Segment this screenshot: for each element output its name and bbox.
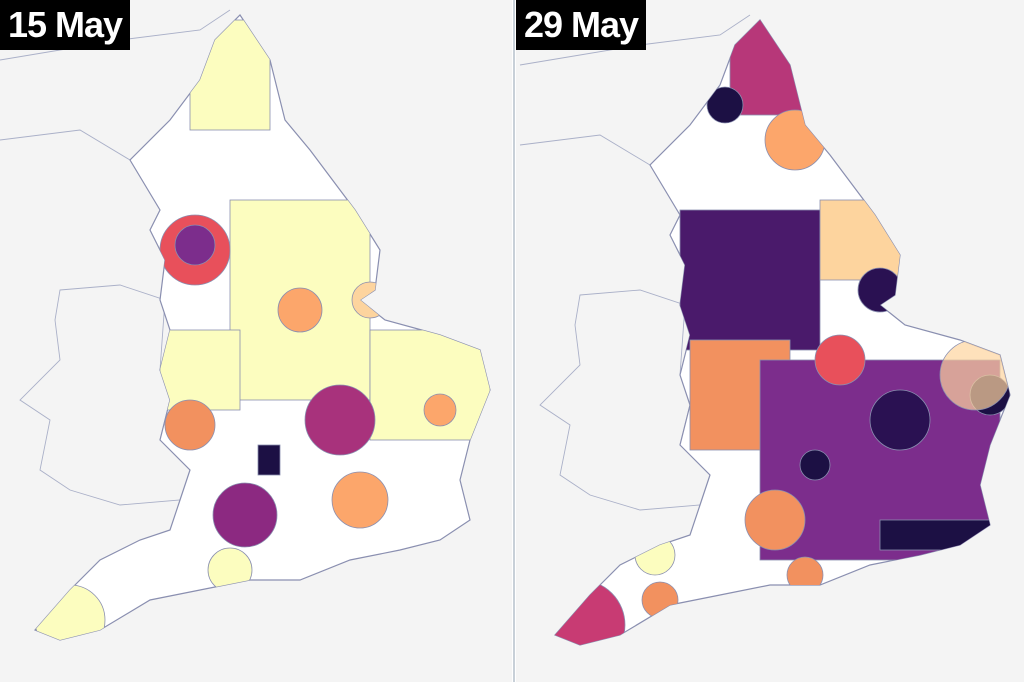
region [257,444,281,476]
region [744,489,806,551]
date-label: 29 May [516,0,647,50]
wales-outline [19,284,191,506]
region [277,287,323,333]
region [679,209,821,351]
region [423,393,457,427]
region [331,471,389,529]
region [799,449,831,481]
region [159,329,241,411]
region [212,482,278,548]
region [706,86,744,124]
wales-outline [539,289,711,511]
region [869,389,931,451]
region [174,224,216,266]
region [164,399,216,451]
region [304,384,376,456]
region [814,334,866,386]
date-label: 15 May [0,0,131,50]
